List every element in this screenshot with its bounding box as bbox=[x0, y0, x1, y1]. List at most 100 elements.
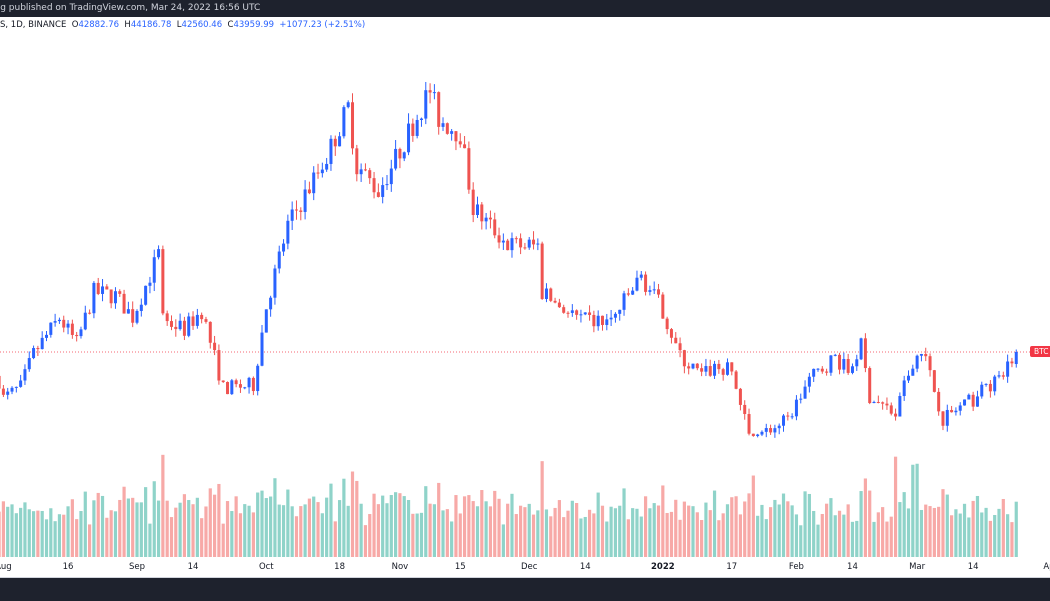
candle-body bbox=[519, 238, 523, 248]
volume-bar bbox=[514, 514, 518, 557]
candle-body bbox=[803, 386, 807, 399]
candle-body bbox=[165, 313, 169, 322]
candle-body bbox=[833, 354, 837, 356]
bottom-bar bbox=[0, 577, 1050, 601]
candle-body bbox=[264, 309, 268, 333]
volume-bar bbox=[363, 525, 368, 557]
volume-bar bbox=[656, 505, 661, 557]
time-axis[interactable]: Aug 16 Sep 14 Oct 18 Nov 15 Dec 14 2022 17 Feb 14 Mar 1… bbox=[0, 560, 1050, 577]
volume-bar bbox=[14, 513, 18, 557]
volume-bar bbox=[928, 506, 932, 557]
candle-body bbox=[868, 368, 872, 404]
volume-bar bbox=[368, 514, 372, 557]
candle-body bbox=[307, 189, 311, 194]
volume-bar bbox=[868, 490, 872, 557]
volume-bar bbox=[669, 511, 674, 557]
candle-body bbox=[1001, 375, 1005, 377]
candle-body bbox=[622, 293, 626, 310]
volume-bar bbox=[467, 495, 471, 557]
candle-body bbox=[674, 337, 678, 344]
candle-body bbox=[902, 380, 906, 397]
volume-bar bbox=[488, 506, 493, 557]
candle-body bbox=[282, 243, 286, 252]
candle-body bbox=[488, 217, 492, 220]
candle-body bbox=[79, 329, 83, 337]
candle-body bbox=[945, 409, 949, 426]
candle-body bbox=[532, 239, 536, 245]
volume-bar bbox=[475, 506, 480, 557]
candle-body bbox=[876, 401, 880, 403]
volume-bar bbox=[156, 500, 161, 557]
volume-bar bbox=[182, 494, 187, 557]
candle-body bbox=[381, 185, 385, 197]
volume-bar bbox=[825, 503, 829, 557]
volume-bar bbox=[458, 513, 462, 557]
volume-bar bbox=[786, 501, 790, 557]
candle-body bbox=[691, 363, 695, 369]
volume-bar bbox=[126, 498, 130, 557]
volume-bar bbox=[1014, 501, 1018, 557]
candle-body bbox=[993, 376, 997, 392]
volume-bar bbox=[937, 506, 941, 557]
volume-bar bbox=[217, 483, 221, 557]
candlestick-chart[interactable] bbox=[0, 17, 1050, 560]
candle-body bbox=[549, 288, 553, 301]
candle-body bbox=[217, 350, 221, 381]
candle-body bbox=[152, 257, 156, 283]
candle-body bbox=[898, 396, 902, 417]
volume-bar bbox=[178, 502, 182, 557]
volume-bar bbox=[40, 510, 44, 557]
candle-body bbox=[256, 365, 260, 392]
volume-bar bbox=[333, 521, 337, 557]
candle-body bbox=[290, 209, 294, 221]
candle-body bbox=[1006, 361, 1010, 377]
volume-bar bbox=[329, 483, 333, 557]
candle-body bbox=[562, 307, 566, 313]
volume-bar bbox=[734, 496, 738, 557]
volume-bar bbox=[794, 514, 799, 557]
volume-bar bbox=[83, 491, 87, 557]
volume-bar bbox=[743, 501, 747, 557]
x-tick-label: 15 bbox=[454, 562, 466, 572]
volume-bar bbox=[381, 495, 385, 557]
candle-body bbox=[424, 90, 428, 119]
candle-body bbox=[101, 286, 105, 294]
candle-body bbox=[661, 294, 665, 319]
candle-body bbox=[32, 348, 36, 359]
volume-bar bbox=[161, 454, 165, 557]
volume-bar bbox=[484, 501, 488, 557]
volume-bar bbox=[911, 464, 915, 557]
candle-body bbox=[273, 268, 277, 298]
volume-bar bbox=[613, 508, 618, 557]
change-value: +1077.23 (+2.51%) bbox=[279, 20, 366, 30]
candle-body bbox=[70, 323, 74, 335]
volume-bar bbox=[350, 471, 355, 557]
volume-bar bbox=[717, 520, 721, 557]
candle-body bbox=[471, 189, 475, 216]
candle-body bbox=[312, 172, 316, 194]
x-tick-label: 14 bbox=[847, 562, 858, 572]
candle-body bbox=[415, 119, 419, 136]
candle-body bbox=[230, 380, 234, 395]
candle-body bbox=[769, 428, 773, 433]
x-tick-label: Dec bbox=[520, 562, 538, 572]
volume-bar bbox=[342, 478, 346, 557]
volume-bar bbox=[406, 499, 411, 557]
candle-body bbox=[678, 343, 682, 351]
candle-body bbox=[432, 92, 436, 94]
candle-body bbox=[557, 302, 561, 308]
candle-body bbox=[445, 123, 449, 134]
candle-body bbox=[428, 90, 432, 93]
volume-bar bbox=[768, 507, 773, 557]
candle-body bbox=[109, 289, 113, 304]
volume-bar bbox=[523, 507, 527, 557]
candle-body bbox=[320, 169, 324, 174]
volume-bar bbox=[66, 506, 70, 557]
volume-bar bbox=[549, 516, 553, 557]
candle-body bbox=[45, 334, 48, 338]
candle-body bbox=[355, 148, 359, 175]
volume-bar bbox=[833, 515, 837, 557]
candle-body bbox=[954, 410, 958, 413]
candle-body bbox=[118, 291, 122, 294]
volume-bar bbox=[230, 511, 234, 557]
